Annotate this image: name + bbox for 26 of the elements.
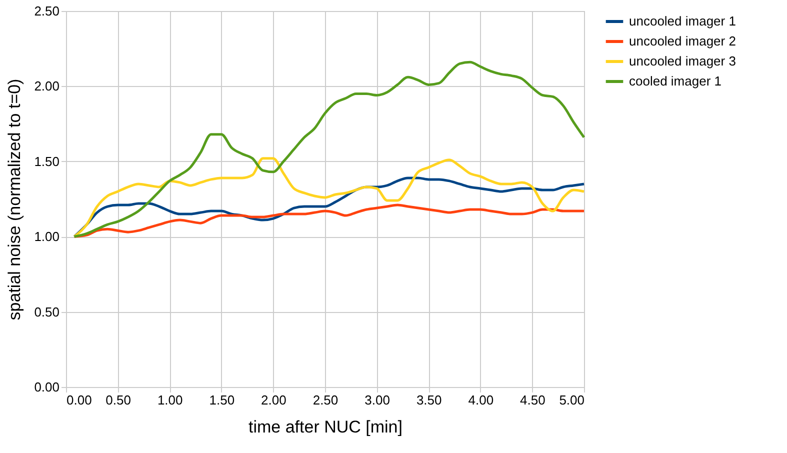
x-tick-label: 3.50 xyxy=(416,392,442,408)
x-tick-label: 2.50 xyxy=(312,392,338,408)
x-tick-label: 1.50 xyxy=(209,392,235,408)
legend-label: uncooled imager 3 xyxy=(629,54,736,68)
y-tick-label: 0.50 xyxy=(34,304,60,320)
x-tick-label: 1.00 xyxy=(157,392,183,408)
y-axis-title: spatial noise (normalized to t=0) xyxy=(5,78,24,320)
y-tick-label: 2.50 xyxy=(34,4,60,18)
legend-label: uncooled imager 2 xyxy=(629,34,736,48)
x-tick-label: 0.00 xyxy=(66,392,92,408)
legend-label: uncooled imager 1 xyxy=(629,14,736,28)
x-tick-label: 2.00 xyxy=(261,392,286,408)
line-series xyxy=(73,204,586,238)
line-series xyxy=(73,60,586,238)
x-tick-label: 4.50 xyxy=(520,392,546,408)
x-axis-title: time after NUC [min] xyxy=(248,418,402,436)
legend-label: cooled imager 1 xyxy=(629,74,722,88)
x-tick-label: 3.00 xyxy=(364,392,390,408)
x-tick-label: 4.00 xyxy=(468,392,494,408)
y-tick-label: 2.00 xyxy=(34,78,60,94)
y-tick-label: 1.50 xyxy=(34,154,60,169)
line-series xyxy=(73,157,586,238)
y-tick-label: 0.00 xyxy=(34,380,60,394)
x-tick-label: 5.00 xyxy=(559,392,584,408)
x-tick-label: 0.50 xyxy=(106,392,131,408)
y-tick-label: 1.00 xyxy=(34,229,60,244)
